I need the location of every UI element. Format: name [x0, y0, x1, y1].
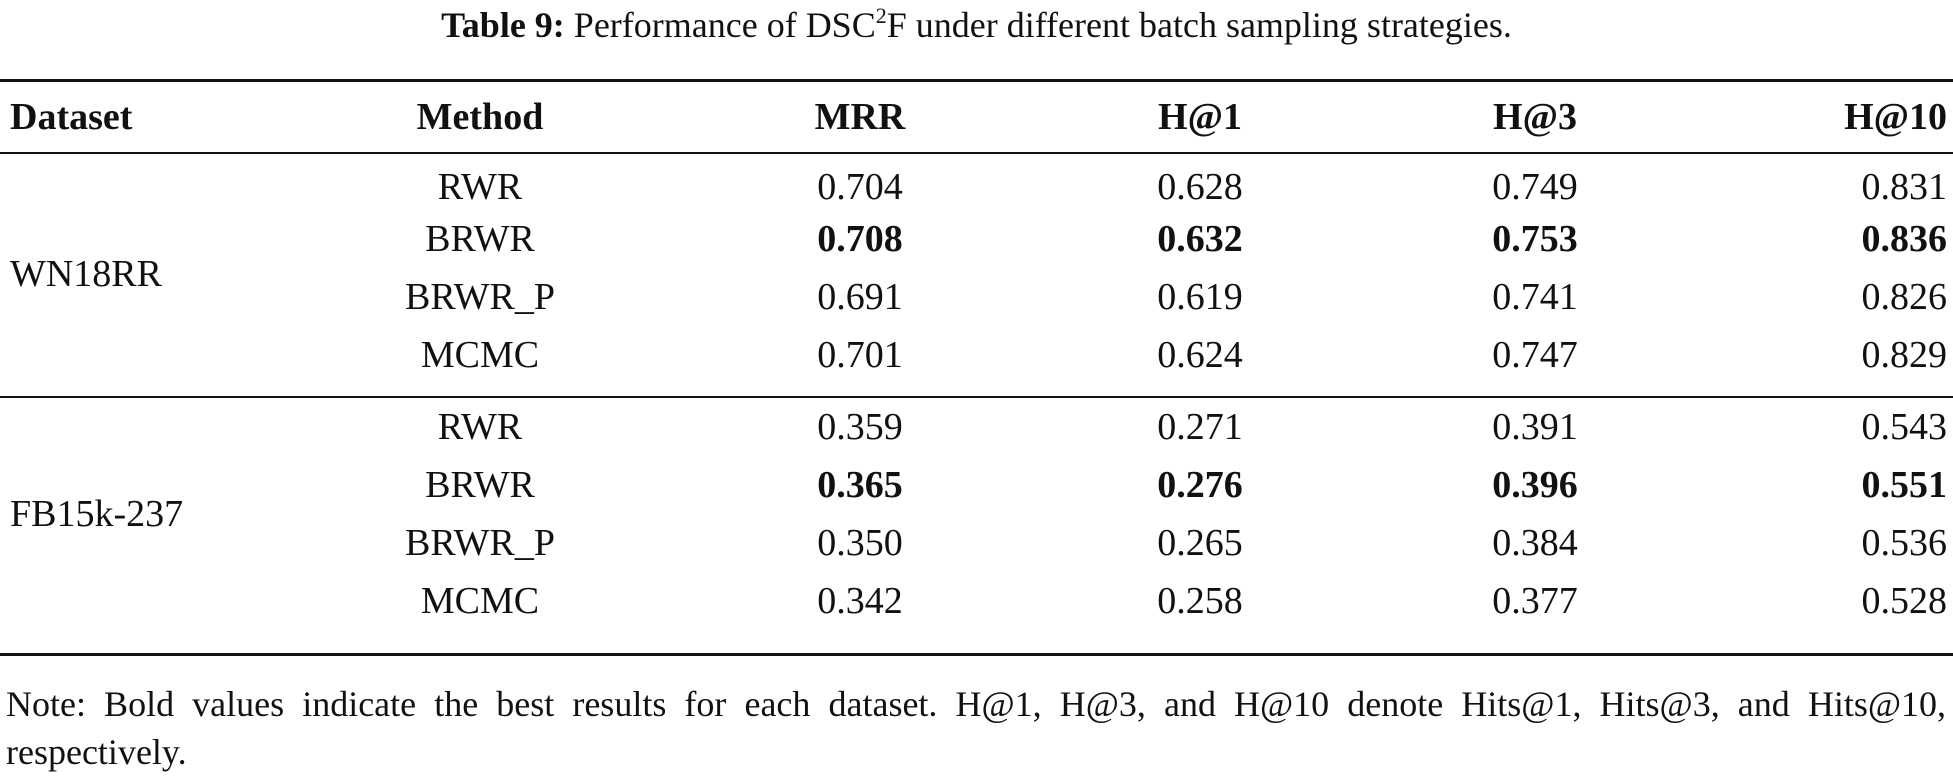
h3-cell: 0.377: [1492, 580, 1578, 622]
h10-cell: 0.829: [1861, 334, 1948, 376]
h3-cell: 0.747: [1492, 334, 1578, 376]
header-dataset: Dataset: [10, 96, 133, 138]
h1-cell: 0.624: [1157, 334, 1243, 376]
h10-cell: 0.836: [1861, 218, 1948, 260]
h10-cell: 0.543: [1861, 406, 1948, 448]
mrr-cell: 0.342: [817, 580, 903, 622]
table-row: MCMC 0.342 0.258 0.377 0.528: [0, 572, 1953, 630]
mrr-cell: 0.704: [817, 166, 903, 208]
h1-cell: 0.276: [1157, 464, 1243, 506]
caption-superscript: 2: [875, 3, 887, 28]
group-wn18rr: WN18RR RWR 0.704 0.628 0.749 0.831 BRWR 0.708 0.…: [0, 152, 1953, 384]
h1-cell: 0.271: [1157, 406, 1243, 448]
dataset-cell: WN18RR: [10, 253, 162, 295]
group-fb15k-237: FB15k-237 RWR 0.359 0.271 0.391 0.543 BRWR 0.36…: [0, 398, 1953, 630]
h10-cell: 0.536: [1861, 522, 1948, 564]
header-mrr: MRR: [814, 96, 906, 138]
h1-cell: 0.628: [1157, 166, 1243, 208]
method-cell: RWR: [437, 166, 523, 208]
header-rule: [0, 152, 1953, 154]
h3-cell: 0.396: [1492, 464, 1578, 506]
bottom-rule: [0, 653, 1953, 656]
group-divider-rule: [0, 396, 1953, 398]
table-row: BRWR_P 0.691 0.619 0.741 0.826: [0, 268, 1953, 326]
mrr-cell: 0.359: [817, 406, 903, 448]
h10-cell: 0.551: [1861, 464, 1948, 506]
table-row: BRWR_P 0.350 0.265 0.384 0.536: [0, 514, 1953, 572]
h3-cell: 0.391: [1492, 406, 1578, 448]
h3-cell: 0.753: [1492, 218, 1578, 260]
header-h1: H@1: [1158, 96, 1242, 138]
table-row: BRWR 0.708 0.632 0.753 0.836: [0, 210, 1953, 268]
header-h3: H@3: [1493, 96, 1577, 138]
method-cell: BRWR_P: [405, 522, 555, 564]
h3-cell: 0.384: [1492, 522, 1578, 564]
table-row: WN18RR RWR 0.704 0.628 0.749 0.831: [0, 152, 1953, 295]
h10-cell: 0.528: [1861, 580, 1948, 622]
table-note: Note: Bold values indicate the best resu…: [6, 684, 1946, 772]
method-cell: RWR: [437, 406, 523, 448]
method-cell: MCMC: [420, 334, 540, 376]
header-h10: H@10: [1844, 96, 1947, 138]
table-row: BRWR 0.365 0.276 0.396 0.551: [0, 456, 1953, 514]
h1-cell: 0.619: [1157, 276, 1243, 318]
h3-cell: 0.741: [1492, 276, 1578, 318]
h1-cell: 0.632: [1157, 218, 1243, 260]
table-row: FB15k-237 RWR 0.359 0.271 0.391 0.543: [0, 398, 1953, 535]
method-cell: MCMC: [420, 580, 540, 622]
header-method: Method: [416, 96, 544, 138]
mrr-cell: 0.708: [817, 218, 903, 260]
method-cell: BRWR: [425, 218, 535, 260]
caption-text-before: Performance of DSC: [573, 5, 876, 45]
method-cell: BRWR_P: [405, 276, 555, 318]
caption-label: Table 9:: [441, 5, 565, 45]
mrr-cell: 0.691: [817, 276, 903, 318]
h10-cell: 0.826: [1861, 276, 1948, 318]
h1-cell: 0.258: [1157, 580, 1243, 622]
mrr-cell: 0.701: [817, 334, 903, 376]
mrr-cell: 0.350: [817, 522, 903, 564]
h3-cell: 0.749: [1492, 166, 1578, 208]
table-caption: Table 9: Performance of DSC2F under diff…: [0, 0, 1953, 50]
h1-cell: 0.265: [1157, 522, 1243, 564]
results-table: Dataset Method MRR H@1 H@3 H@10 WN18RR RW…: [0, 82, 1953, 630]
table-row: MCMC 0.701 0.624 0.747 0.829: [0, 326, 1953, 384]
h10-cell: 0.831: [1861, 166, 1948, 208]
dataset-cell: FB15k-237: [10, 493, 184, 535]
mrr-cell: 0.365: [817, 464, 903, 506]
header-row: Dataset Method MRR H@1 H@3 H@10: [0, 82, 1953, 152]
top-rule: [0, 79, 1953, 82]
caption-text-after: F under different batch sampling strateg…: [886, 5, 1512, 45]
method-cell: BRWR: [425, 464, 535, 506]
